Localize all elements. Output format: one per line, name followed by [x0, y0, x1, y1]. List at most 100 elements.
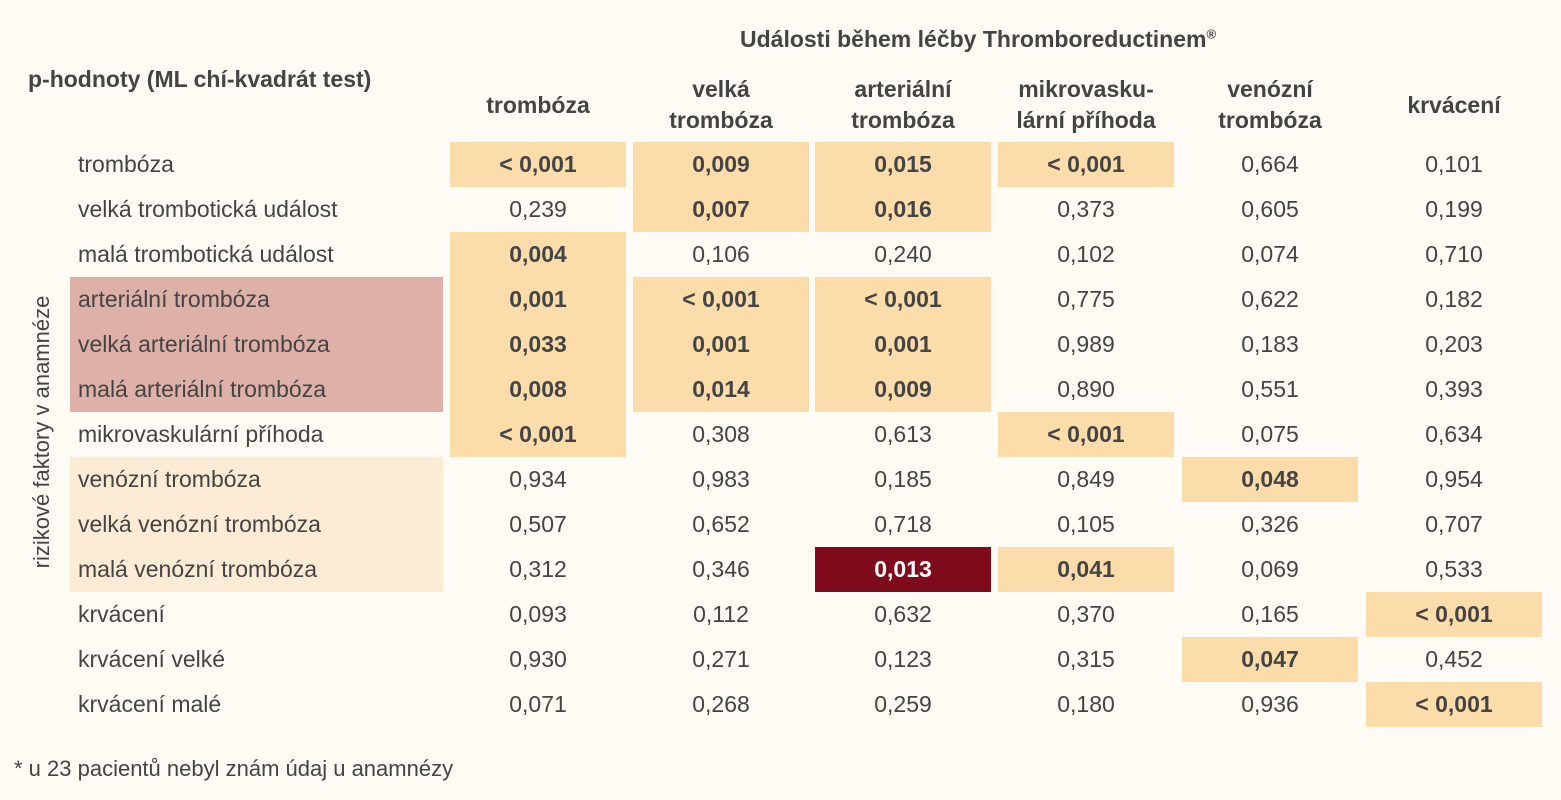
table-cell: 0,048	[1182, 457, 1358, 502]
table-cell: < 0,001	[815, 277, 991, 322]
table-cell: 0,710	[1425, 241, 1483, 267]
table-cell: < 0,001	[998, 412, 1174, 457]
table-cell: 0,101	[1425, 151, 1483, 177]
venous-rows-band	[70, 457, 443, 592]
column-header: velká trombóza	[669, 76, 773, 133]
column-header: mikrovasku- lární příhoda	[1016, 76, 1156, 133]
table-cell: 0,004	[450, 232, 626, 277]
table-cell: 0,622	[1241, 286, 1299, 312]
table-cell: 0,930	[509, 646, 567, 672]
table-cell: 0,009	[815, 367, 991, 412]
table-cell: 0,015	[815, 142, 991, 187]
table-cell: 0,013	[815, 547, 991, 592]
table-cell: < 0,001	[1366, 682, 1542, 727]
column-header: krvácení	[1407, 91, 1501, 118]
table-cell: 0,105	[1057, 511, 1115, 537]
table-cell: 0,326	[1241, 511, 1299, 537]
table-cell: 0,849	[1057, 466, 1115, 492]
table-cell: 0,041	[998, 547, 1174, 592]
row-label: malá venózní trombóza	[78, 556, 318, 582]
row-label: trombóza	[78, 151, 174, 177]
table-cell: 0,047	[1182, 637, 1358, 682]
table-cell: 0,106	[692, 241, 750, 267]
table-cell: 0,373	[1057, 196, 1115, 222]
table-cell: 0,001	[633, 322, 809, 367]
table-cell: 0,718	[874, 511, 932, 537]
table-cell: 0,613	[874, 421, 932, 447]
table-cell: 0,007	[633, 187, 809, 232]
table-cell: 0,165	[1241, 601, 1299, 627]
table-cell: 0,259	[874, 691, 932, 717]
table-cell: 0,605	[1241, 196, 1299, 222]
footnote: * u 23 pacientů nebyl znám údaj u anamné…	[14, 756, 454, 781]
table-cell: 0,551	[1241, 376, 1299, 402]
table-cell: 0,001	[815, 322, 991, 367]
p-values-title: p-hodnoty (ML chí-kvadrát test)	[28, 66, 372, 92]
table-cell: 0,312	[509, 556, 567, 582]
table-cell: 0,185	[874, 466, 932, 492]
row-label: velká trombotická událost	[78, 196, 338, 222]
table-cell: < 0,001	[450, 412, 626, 457]
column-header: arteriální trombóza	[851, 76, 955, 133]
table-cell: < 0,001	[450, 142, 626, 187]
table-cell: 0,075	[1241, 421, 1299, 447]
table-cell: 0,934	[509, 466, 567, 492]
table-cell: 0,033	[450, 322, 626, 367]
row-label: krvácení velké	[78, 646, 226, 672]
table-cell: 0,308	[692, 421, 750, 447]
row-label: venózní trombóza	[78, 466, 261, 492]
row-label: velká venózní trombóza	[78, 511, 321, 537]
table-cell: 0,102	[1057, 241, 1115, 267]
table-cell: 0,507	[509, 511, 567, 537]
table-cell: 0,014	[633, 367, 809, 412]
table-cell: 0,008	[450, 367, 626, 412]
table-cell: 0,069	[1241, 556, 1299, 582]
table-cell: 0,016	[815, 187, 991, 232]
table-cell: 0,239	[509, 196, 567, 222]
table-cell: 0,954	[1425, 466, 1483, 492]
row-label: malá arteriální trombóza	[78, 376, 326, 402]
table-cell: 0,074	[1241, 241, 1299, 267]
table-cell: 0,652	[692, 511, 750, 537]
table-cell: < 0,001	[633, 277, 809, 322]
table-cell: 0,112	[693, 601, 749, 627]
arterial-rows-band	[70, 277, 443, 412]
table-cell: 0,393	[1425, 376, 1483, 402]
table-cell: 0,071	[509, 691, 567, 717]
table-cell: < 0,001	[1366, 592, 1542, 637]
table-cell: 0,775	[1057, 286, 1115, 312]
row-label: krvácení malé	[78, 691, 222, 717]
row-label: arteriální trombóza	[78, 286, 270, 312]
table-cell: 0,370	[1057, 601, 1115, 627]
table-cell: 0,452	[1425, 646, 1483, 672]
table-cell: 0,180	[1057, 691, 1115, 717]
table-cell: 0,001	[450, 277, 626, 322]
table-cell: 0,983	[692, 466, 750, 492]
table-cell: 0,009	[633, 142, 809, 187]
table-cell: 0,199	[1425, 196, 1483, 222]
table-cell: 0,268	[692, 691, 750, 717]
column-header: trombóza	[486, 91, 590, 118]
table-title: Události během léčby Thromboreductinem®	[740, 26, 1217, 52]
table-cell: 0,632	[874, 601, 932, 627]
row-label: mikrovaskulární příhoda	[78, 421, 324, 447]
table-cell: 0,707	[1425, 511, 1483, 537]
row-label: malá trombotická událost	[78, 241, 334, 267]
table-cell: 0,203	[1425, 331, 1483, 357]
table-cell: 0,182	[1425, 286, 1483, 312]
table-cell: 0,346	[692, 556, 750, 582]
table-cell: 0,240	[874, 241, 932, 267]
table-cell: 0,533	[1425, 556, 1483, 582]
column-header: venózní trombóza	[1218, 76, 1322, 133]
table-cell: 0,271	[692, 646, 750, 672]
row-label: velká arteriální trombóza	[78, 331, 330, 357]
table-cell: 0,936	[1241, 691, 1299, 717]
table-cell: 0,664	[1241, 151, 1299, 177]
row-label: krvácení	[78, 601, 165, 627]
table-cell: 0,634	[1425, 421, 1483, 447]
table-cell: 0,123	[874, 646, 932, 672]
table-cell: < 0,001	[998, 142, 1174, 187]
risk-factors-label: rizikové faktory v anamnéze	[29, 295, 54, 569]
table-cell: 0,890	[1057, 376, 1115, 402]
table-cell: 0,315	[1057, 646, 1115, 672]
